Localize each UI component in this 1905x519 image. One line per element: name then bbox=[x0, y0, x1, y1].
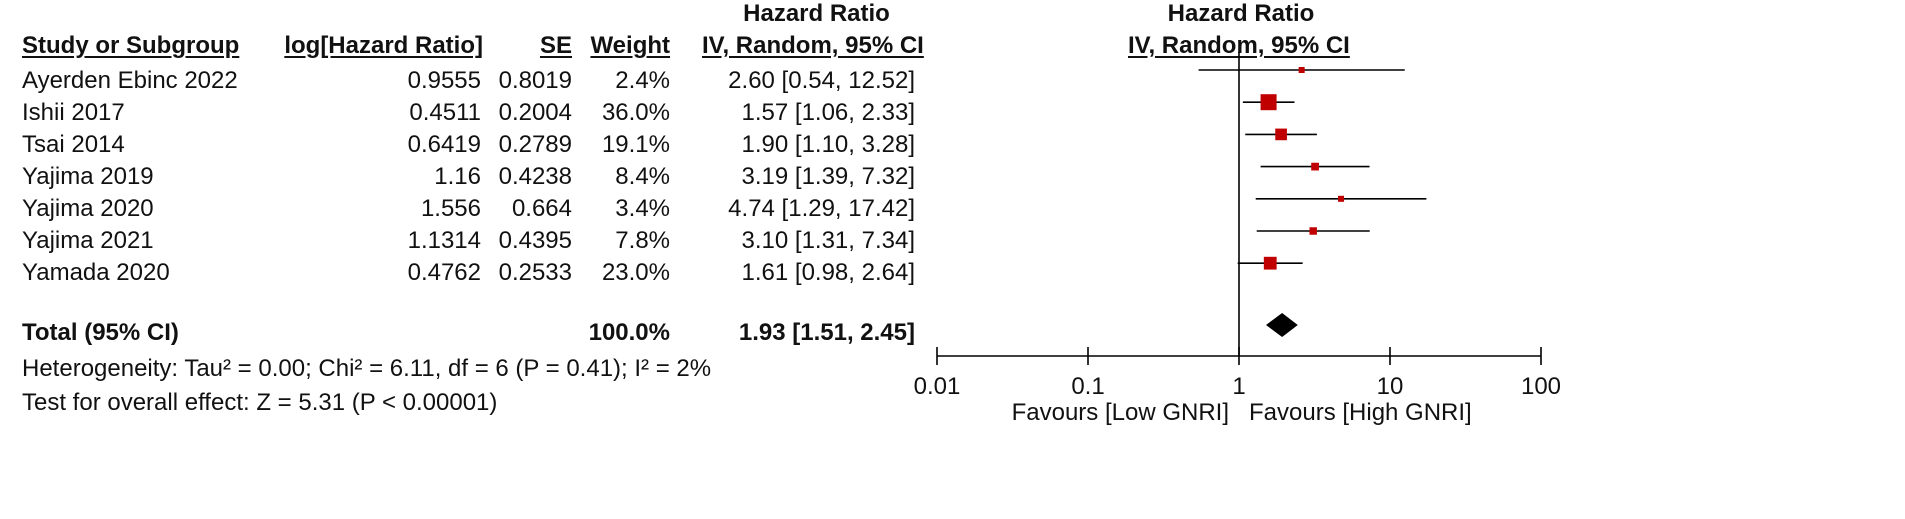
study-marker bbox=[1338, 195, 1345, 202]
x-tick-label: 0.01 bbox=[914, 373, 961, 400]
total-weight: 100.0% bbox=[588, 319, 670, 346]
study-log-hr: 0.4762 bbox=[407, 259, 481, 286]
study-se: 0.664 bbox=[511, 195, 572, 222]
study-name: Yajima 2019 bbox=[22, 163, 154, 190]
study-log-hr: 1.1314 bbox=[407, 227, 481, 254]
study-weight: 2.4% bbox=[615, 67, 670, 94]
study-log-hr: 0.6419 bbox=[407, 131, 481, 158]
pooled-diamond bbox=[1266, 313, 1298, 337]
header-ci-method: IV, Random, 95% CI bbox=[702, 32, 924, 59]
study-weight: 3.4% bbox=[615, 195, 670, 222]
study-name: Yajima 2021 bbox=[22, 227, 154, 254]
x-tick-label: 100 bbox=[1521, 373, 1561, 400]
study-se: 0.2004 bbox=[498, 99, 572, 126]
header-weight: Weight bbox=[590, 32, 670, 59]
study-log-hr: 1.556 bbox=[420, 195, 481, 222]
study-ci: 3.10 [1.31, 7.34] bbox=[741, 227, 915, 254]
favours-left-label: Favours [Low GNRI] bbox=[1012, 399, 1229, 426]
study-weight: 36.0% bbox=[601, 99, 670, 126]
study-ci: 4.74 [1.29, 17.42] bbox=[728, 195, 915, 222]
study-ci: 1.57 [1.06, 2.33] bbox=[741, 99, 915, 126]
heterogeneity-text: Heterogeneity: Tau² = 0.00; Chi² = 6.11,… bbox=[22, 355, 712, 382]
study-ci: 1.90 [1.10, 3.28] bbox=[741, 131, 915, 158]
header-log-hr: log[Hazard Ratio] bbox=[284, 32, 483, 59]
study-log-hr: 1.16 bbox=[434, 163, 481, 190]
study-name: Ishii 2017 bbox=[22, 99, 125, 126]
study-se: 0.2789 bbox=[498, 131, 572, 158]
x-tick-label: 0.1 bbox=[1071, 373, 1104, 400]
study-ci: 1.61 [0.98, 2.64] bbox=[741, 259, 915, 286]
study-weight: 7.8% bbox=[615, 227, 670, 254]
study-weight: 19.1% bbox=[601, 131, 670, 158]
x-tick-label: 10 bbox=[1377, 373, 1404, 400]
header-se: SE bbox=[539, 32, 572, 59]
study-se: 0.8019 bbox=[498, 67, 572, 94]
study-name: Tsai 2014 bbox=[22, 131, 125, 158]
study-name: Yajima 2020 bbox=[22, 195, 154, 222]
study-marker bbox=[1260, 94, 1277, 111]
study-name: Ayerden Ebinc 2022 bbox=[22, 67, 238, 94]
study-weight: 8.4% bbox=[615, 163, 670, 190]
group-title: Hazard Ratio bbox=[743, 0, 890, 27]
study-se: 0.4238 bbox=[498, 163, 572, 190]
study-se: 0.2533 bbox=[498, 259, 572, 286]
study-marker bbox=[1275, 128, 1287, 141]
total-label: Total (95% CI) bbox=[22, 319, 179, 346]
study-marker bbox=[1309, 227, 1317, 235]
plot-title: Hazard Ratio bbox=[1167, 0, 1315, 27]
study-marker bbox=[1298, 67, 1305, 73]
total-ci: 1.93 [1.51, 2.45] bbox=[738, 319, 915, 346]
x-tick-label: 1 bbox=[1232, 373, 1245, 400]
header-study: Study or Subgroup bbox=[22, 32, 240, 59]
study-log-hr: 0.9555 bbox=[407, 67, 481, 94]
overall-effect-text: Test for overall effect: Z = 5.31 (P < 0… bbox=[22, 389, 498, 416]
study-ci: 3.19 [1.39, 7.32] bbox=[741, 163, 915, 190]
favours-right-label: Favours [High GNRI] bbox=[1249, 399, 1472, 426]
study-marker bbox=[1263, 256, 1277, 270]
study-marker bbox=[1311, 162, 1319, 171]
study-log-hr: 0.4511 bbox=[409, 99, 481, 126]
study-ci: 2.60 [0.54, 12.52] bbox=[728, 67, 915, 94]
study-se: 0.4395 bbox=[498, 227, 572, 254]
study-name: Yamada 2020 bbox=[22, 259, 170, 286]
study-weight: 23.0% bbox=[601, 259, 670, 286]
